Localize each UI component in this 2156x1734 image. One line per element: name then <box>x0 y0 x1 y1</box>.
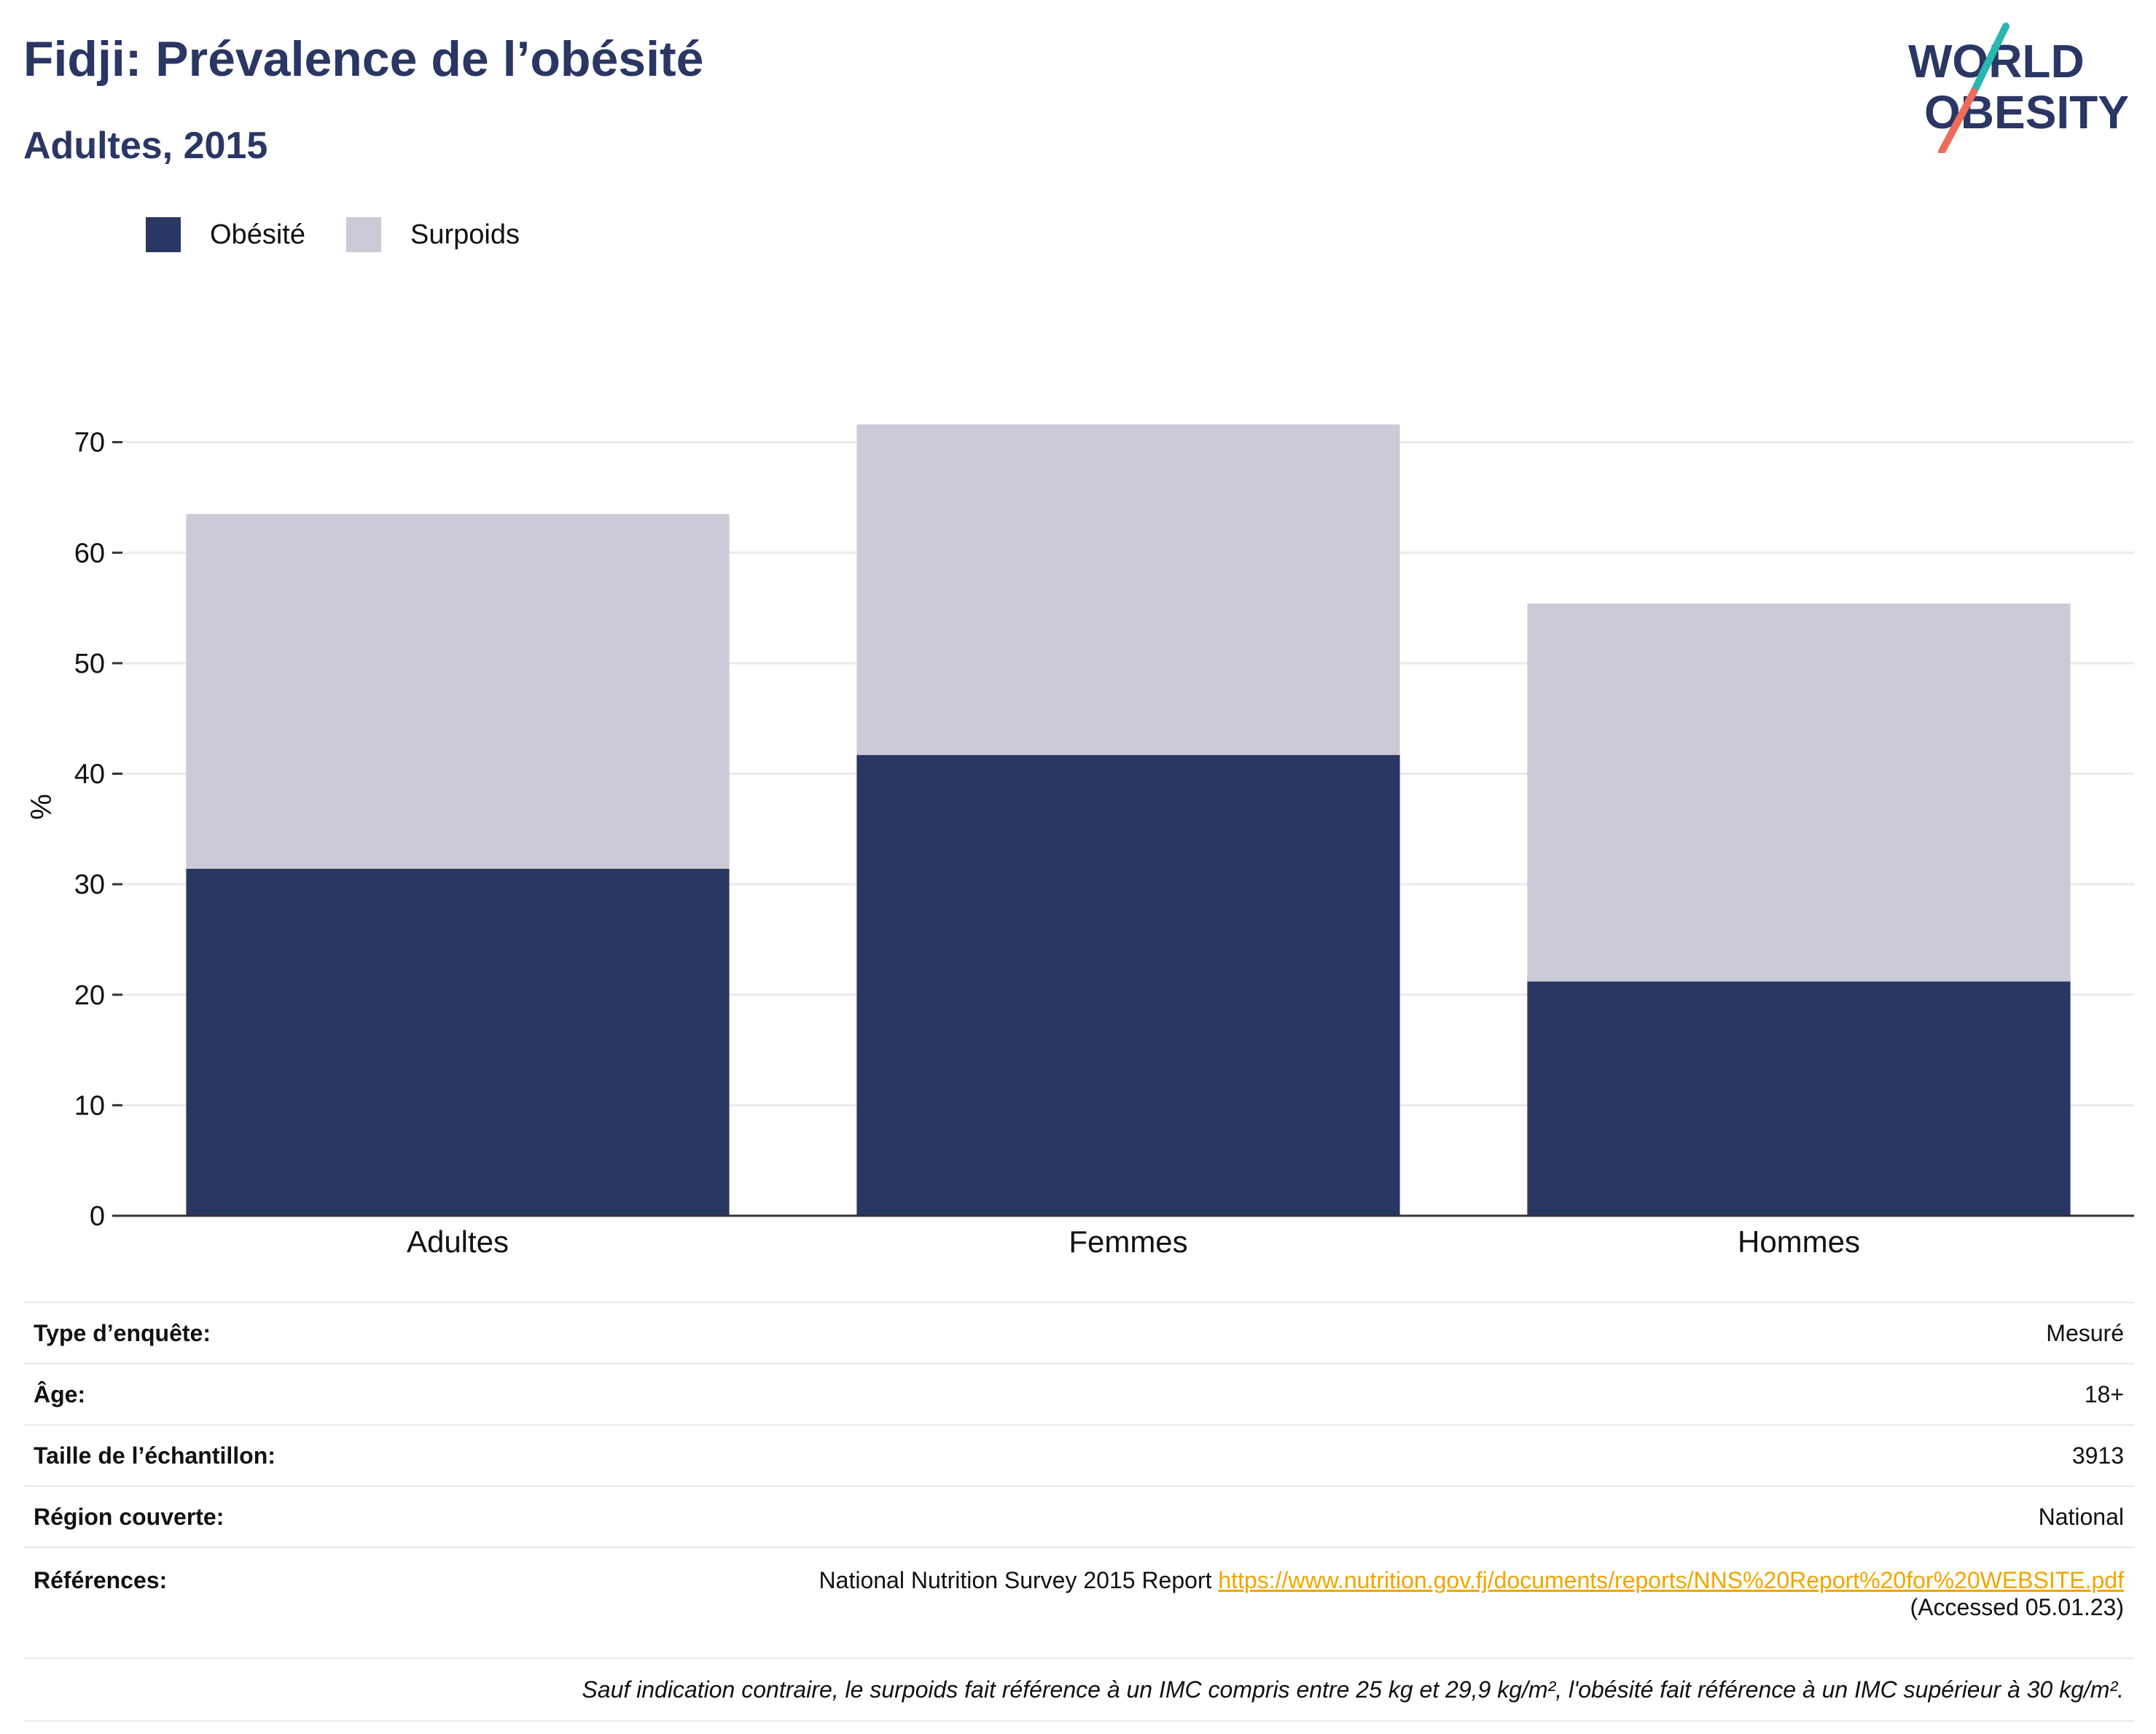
chart-title: Fidji: Prévalence de l’obésité <box>23 31 704 87</box>
logo-line-2: OBESITY <box>1924 86 2129 138</box>
info-row-references: Références: National Nutrition Survey 20… <box>23 1547 2134 1658</box>
reference-accessed: (Accessed 05.01.23) <box>1910 1594 2125 1620</box>
info-row-region: Région couverte: National <box>23 1485 2134 1547</box>
references-value: National Nutrition Survey 2015 Report ht… <box>481 1547 2134 1658</box>
bar-chart: 0 10 20 30 40 50 60 70% Adultes Femmes Hommes <box>26 424 2134 1259</box>
y-tick-label: 70 <box>74 428 105 458</box>
y-tick-label: 50 <box>74 649 105 679</box>
survey-type-label: Type d’enquête: <box>23 1302 481 1364</box>
sample-size-label: Taille de l’échantillon: <box>23 1424 481 1486</box>
legend-item-surpoids[interactable]: Surpoids <box>345 217 520 252</box>
y-tick-label: 30 <box>74 870 105 900</box>
info-row-sample: Taille de l’échantillon: 3913 <box>23 1424 2134 1486</box>
survey-info-table: Type d’enquête: Mesuré Âge: 18+ Taille d… <box>23 1302 2134 1722</box>
info-row-note: Sauf indication contraire, le surpoids f… <box>23 1657 2134 1722</box>
logo-slash-coral <box>1938 88 1977 153</box>
sample-size-value: 3913 <box>481 1424 2134 1486</box>
logo-slash-teal <box>1970 23 2009 95</box>
y-tick-label: 40 <box>74 759 105 790</box>
y-axis: 0 10 20 30 40 50 60 70% <box>26 428 122 1232</box>
region-value: National <box>481 1485 2134 1547</box>
bar-surpoids-hommes[interactable] <box>1527 604 2071 982</box>
x-tick-label: Femmes <box>1069 1225 1187 1259</box>
reference-link[interactable]: https://www.nutrition.gov.fj/documents/r… <box>1218 1567 2124 1593</box>
y-tick-label: 10 <box>74 1090 105 1121</box>
y-tick-label: 60 <box>74 538 105 569</box>
legend-label-obesite: Obésité <box>210 219 305 250</box>
x-tick-label: Hommes <box>1738 1225 1860 1259</box>
info-row-survey-type: Type d’enquête: Mesuré <box>23 1302 2134 1364</box>
bar-surpoids-femmes[interactable] <box>856 424 1400 755</box>
definition-note: Sauf indication contraire, le surpoids f… <box>23 1657 2134 1722</box>
survey-type-value: Mesuré <box>481 1302 2134 1364</box>
bar-obésité-hommes[interactable] <box>1527 981 2071 1216</box>
age-value: 18+ <box>481 1363 2134 1425</box>
y-axis-label: % <box>26 794 58 820</box>
y-tick-label: 20 <box>74 980 105 1011</box>
chart-subtitle: Adultes, 2015 <box>23 125 268 167</box>
bar-obésité-femmes[interactable] <box>856 754 1400 1216</box>
x-tick-label: Adultes <box>407 1225 509 1259</box>
age-label: Âge: <box>23 1363 481 1425</box>
bars <box>186 424 2071 1216</box>
world-obesity-logo: WORLD OBESITY <box>1908 23 2129 153</box>
legend-swatch-surpoids <box>345 217 381 252</box>
x-axis: Adultes Femmes Hommes <box>112 1214 2134 1259</box>
bar-obésité-adultes[interactable] <box>186 868 730 1216</box>
info-row-age: Âge: 18+ <box>23 1363 2134 1425</box>
legend-swatch-obesite <box>146 217 181 252</box>
y-tick-label: 0 <box>90 1201 105 1232</box>
region-label: Région couverte: <box>23 1485 481 1547</box>
references-label: Références: <box>23 1547 481 1658</box>
legend: Obésité Surpoids <box>146 217 561 252</box>
legend-label-surpoids: Surpoids <box>410 219 520 250</box>
reference-text: National Nutrition Survey 2015 Report <box>819 1567 1212 1593</box>
legend-item-obesite[interactable]: Obésité <box>146 217 305 252</box>
bar-surpoids-adultes[interactable] <box>186 514 730 869</box>
